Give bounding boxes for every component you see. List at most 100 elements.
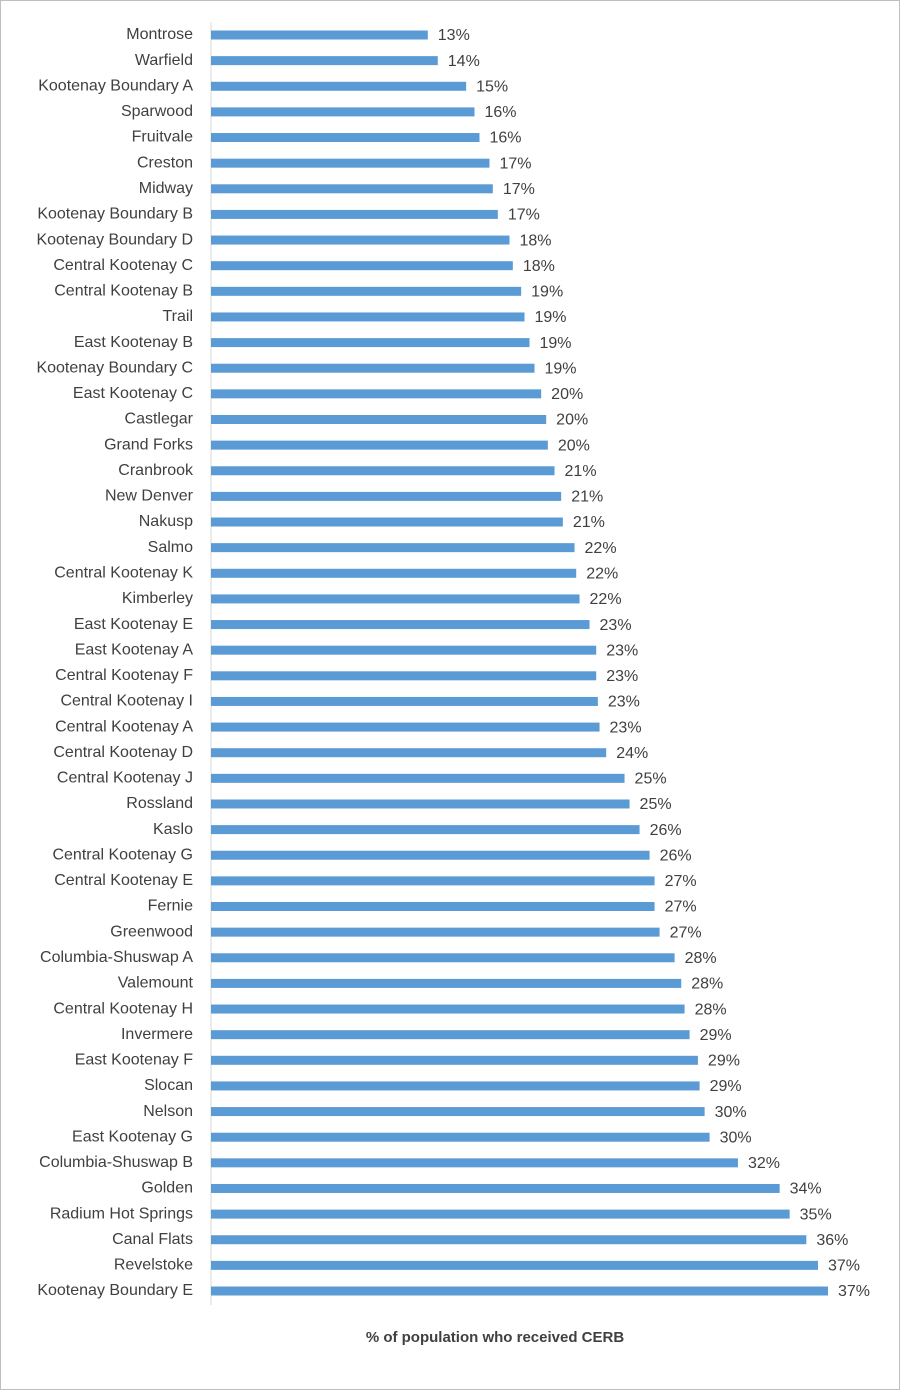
y-tick-label: Central Kootenay D — [53, 744, 193, 761]
y-tick-label: Nelson — [143, 1103, 193, 1120]
bar — [211, 568, 577, 578]
y-tick-label: Central Kootenay A — [55, 718, 193, 735]
bar — [211, 1004, 685, 1014]
y-tick-label: Kaslo — [153, 821, 193, 838]
bar — [211, 440, 548, 450]
data-label: 25% — [640, 796, 672, 813]
bar — [211, 491, 562, 501]
bar — [211, 953, 675, 963]
y-tick-label: Greenwood — [110, 923, 193, 940]
bar — [211, 184, 493, 194]
y-tick-label: Kootenay Boundary E — [37, 1282, 193, 1299]
data-label: 14% — [448, 53, 480, 70]
data-label: 22% — [590, 591, 622, 608]
y-tick-label: Central Kootenay F — [55, 667, 193, 684]
data-label: 34% — [790, 1181, 822, 1198]
bar — [211, 1260, 818, 1270]
data-label: 35% — [800, 1206, 832, 1223]
data-label: 21% — [571, 489, 603, 506]
bar — [211, 1209, 790, 1219]
bar — [211, 158, 490, 168]
y-tick-label: East Kootenay C — [73, 385, 193, 402]
data-label: 30% — [720, 1129, 752, 1146]
bar — [211, 1030, 690, 1040]
data-label: 16% — [489, 130, 521, 147]
bar — [211, 978, 682, 988]
data-label: 20% — [556, 412, 588, 429]
x-axis-label: % of population who received CERB — [366, 1329, 625, 1346]
bar — [211, 363, 535, 373]
bar — [211, 671, 597, 681]
data-label: 17% — [499, 155, 531, 172]
bar — [211, 56, 438, 66]
bar — [211, 133, 480, 143]
data-label: 21% — [573, 514, 605, 531]
data-label: 29% — [700, 1027, 732, 1044]
data-label: 37% — [828, 1258, 860, 1275]
data-label: 21% — [565, 463, 597, 480]
bar — [211, 209, 498, 219]
y-tick-label: Fernie — [148, 898, 193, 915]
bar — [211, 748, 607, 758]
y-tick-label: Salmo — [148, 539, 193, 556]
bar — [211, 645, 597, 655]
y-tick-label: Central Kootenay H — [53, 1000, 193, 1017]
bar — [211, 1158, 738, 1168]
bar — [211, 414, 547, 424]
bar — [211, 543, 575, 553]
data-label: 19% — [540, 335, 572, 352]
y-tick-label: Radium Hot Springs — [50, 1205, 193, 1222]
y-tick-label: Kootenay Boundary A — [38, 77, 193, 94]
bar — [211, 235, 510, 245]
y-tick-label: Kootenay Boundary C — [36, 359, 193, 376]
data-label: 28% — [691, 976, 723, 993]
y-tick-label: Central Kootenay J — [57, 770, 193, 787]
bar — [211, 620, 590, 630]
y-tick-label: Trail — [162, 308, 193, 325]
y-tick-label: Slocan — [144, 1077, 193, 1094]
y-tick-label: Invermere — [121, 1026, 193, 1043]
bar — [211, 286, 522, 296]
y-tick-label: Warfield — [135, 52, 193, 69]
y-tick-label: Kootenay Boundary B — [37, 206, 193, 223]
bar — [211, 107, 475, 117]
y-tick-label: Grand Forks — [104, 436, 193, 453]
y-tick-label: Kimberley — [122, 590, 193, 607]
data-label: 32% — [748, 1155, 780, 1172]
bar — [211, 466, 555, 476]
data-label: 23% — [600, 617, 632, 634]
bar — [211, 773, 625, 783]
data-label: 20% — [558, 437, 590, 454]
bar — [211, 1055, 698, 1065]
data-label: 19% — [531, 284, 563, 301]
bar — [211, 1081, 700, 1091]
data-label: 30% — [715, 1104, 747, 1121]
y-tick-label: Central Kootenay C — [53, 257, 193, 274]
data-label: 27% — [670, 924, 702, 941]
y-tick-label: Central Kootenay I — [60, 693, 193, 710]
y-tick-label: Castlegar — [125, 411, 194, 428]
bar — [211, 825, 640, 835]
data-label: 29% — [708, 1053, 740, 1070]
data-label: 13% — [438, 27, 470, 44]
bar — [211, 594, 580, 604]
data-label: 19% — [545, 360, 577, 377]
data-label: 23% — [610, 719, 642, 736]
data-label: 18% — [523, 258, 555, 275]
data-label: 20% — [551, 386, 583, 403]
y-tick-label: Nakusp — [139, 513, 193, 530]
y-tick-label: Montrose — [126, 26, 193, 43]
y-tick-label: Central Kootenay K — [54, 565, 193, 582]
data-label: 17% — [503, 181, 535, 198]
y-tick-label: East Kootenay E — [74, 616, 193, 633]
data-label: 29% — [710, 1078, 742, 1095]
y-tick-label: Central Kootenay E — [54, 872, 193, 889]
y-tick-label: Columbia-Shuswap B — [39, 1154, 193, 1171]
data-label: 16% — [484, 104, 516, 121]
bar — [211, 1132, 710, 1142]
y-tick-label: Revelstoke — [114, 1257, 193, 1274]
y-tick-label: Rossland — [126, 795, 193, 812]
bar — [211, 81, 467, 91]
bar — [211, 389, 542, 399]
y-tick-label: Central Kootenay G — [52, 846, 193, 863]
